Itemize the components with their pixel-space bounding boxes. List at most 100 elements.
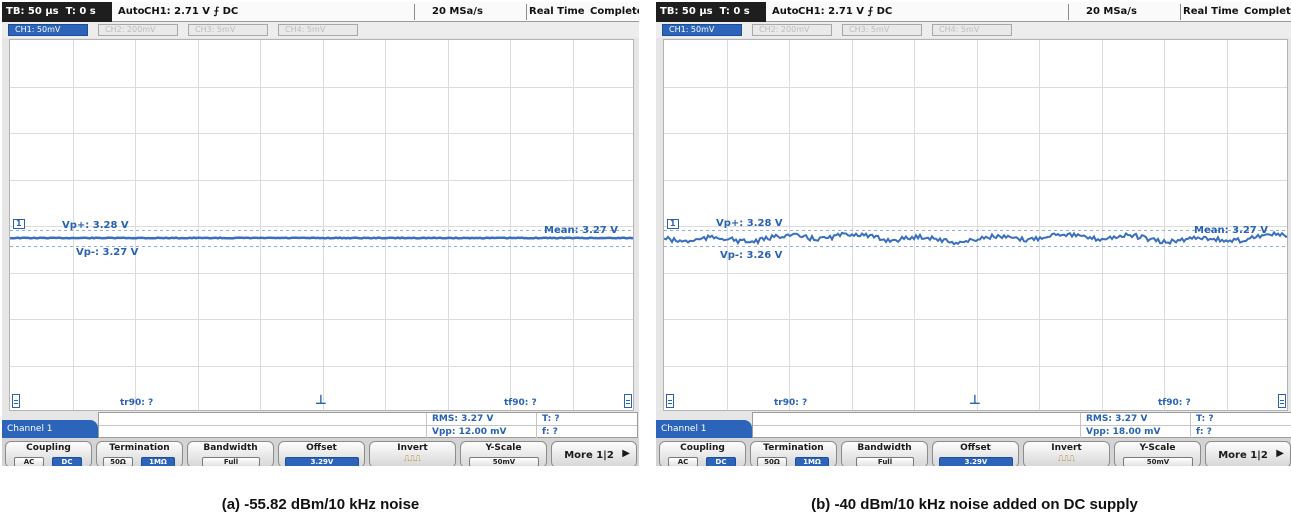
frequency-value: f: ? bbox=[1196, 427, 1212, 437]
offset-label: Offset bbox=[306, 443, 337, 453]
offset-softkey[interactable]: Offset 3.29V bbox=[278, 441, 365, 466]
bandwidth-softkey[interactable]: Bandwidth Full bbox=[841, 441, 928, 466]
channel-1-menu-tab[interactable]: Channel 1 bbox=[656, 420, 752, 438]
channel-tab-ch3[interactable]: CH3: 5mV bbox=[188, 24, 268, 36]
channel-tab-ch1[interactable]: CH1: 50mV bbox=[662, 24, 742, 36]
timebase-readout[interactable]: TB: 50 µs T: 0 s bbox=[656, 2, 766, 22]
right-scroll-icon[interactable] bbox=[624, 394, 632, 408]
timebase: TB: 50 µs bbox=[660, 6, 713, 17]
yscale-label: Y-Scale bbox=[485, 443, 522, 453]
waveform-display[interactable]: 1 Vp+: 3.28 V Vp-: 3.27 V Mean: 3.27 V t… bbox=[9, 39, 634, 411]
meas-divider bbox=[426, 413, 427, 439]
yscale-softkey[interactable]: Y-Scale 50mV bbox=[460, 441, 547, 466]
vp-plus-label: Vp+: 3.28 V bbox=[716, 218, 783, 229]
trigger-info[interactable]: CH1: 2.71 V ⨍ DC bbox=[798, 6, 893, 17]
graticule bbox=[664, 40, 1287, 410]
left-scroll-icon[interactable] bbox=[12, 394, 20, 408]
termination-50ohm-option[interactable]: 50Ω bbox=[757, 457, 787, 466]
termination-softkey[interactable]: Termination 50Ω 1MΩ bbox=[96, 441, 183, 466]
oscilloscope-screen-a: TB: 50 µs T: 0 s Auto CH1: 2.71 V ⨍ DC 2… bbox=[2, 2, 639, 466]
channel-tab-ch4[interactable]: CH4: 5mV bbox=[932, 24, 1012, 36]
tr90-label: tr90: ? bbox=[120, 398, 154, 408]
yscale-softkey[interactable]: Y-Scale 50mV bbox=[1114, 441, 1201, 466]
invert-waveform-icon: ⎍⎍⎍ bbox=[1058, 454, 1075, 463]
offset-softkey[interactable]: Offset 3.29V bbox=[932, 441, 1019, 466]
acquisition-state: Complete bbox=[1244, 6, 1291, 17]
offset-value: 3.29V bbox=[285, 457, 359, 466]
tf90-label: tf90: ? bbox=[1158, 398, 1191, 408]
termination-1mohm-option[interactable]: 1MΩ bbox=[141, 457, 175, 466]
invert-waveform-icon: ⎍⎍⎍ bbox=[404, 454, 421, 463]
trigger-position-icon[interactable]: ⊥ bbox=[315, 393, 327, 408]
offset-value: 3.29V bbox=[939, 457, 1013, 466]
timebase-readout[interactable]: TB: 50 µs T: 0 s bbox=[2, 2, 112, 22]
left-scroll-icon[interactable] bbox=[666, 394, 674, 408]
coupling-label: Coupling bbox=[26, 443, 71, 453]
coupling-ac-option[interactable]: AC bbox=[668, 457, 698, 466]
yscale-value: 50mV bbox=[1123, 457, 1193, 466]
termination-label: Termination bbox=[763, 443, 824, 453]
trigger-position-icon[interactable]: ⊥ bbox=[969, 393, 981, 408]
coupling-dc-option[interactable]: DC bbox=[706, 457, 736, 466]
more-label: More 1|2 bbox=[1218, 450, 1268, 461]
acquisition-mode[interactable]: Real Time bbox=[1183, 6, 1239, 17]
frequency-value: f: ? bbox=[542, 427, 558, 437]
bandwidth-label: Bandwidth bbox=[203, 443, 258, 453]
graticule bbox=[10, 40, 633, 410]
figure-caption-b: (b) -40 dBm/10 kHz noise added on DC sup… bbox=[811, 496, 1138, 513]
channel-1-ground-marker[interactable]: 1 bbox=[13, 219, 25, 229]
more-softkey[interactable]: More 1|2 ▶ bbox=[551, 441, 637, 466]
termination-50ohm-option[interactable]: 50Ω bbox=[103, 457, 133, 466]
time-offset: T: 0 s bbox=[719, 6, 750, 17]
channel-tab-ch2[interactable]: CH2: 200mV bbox=[752, 24, 832, 36]
mean-label: Mean: 3.27 V bbox=[1194, 225, 1268, 236]
vp-minus-label: Vp-: 3.27 V bbox=[76, 247, 139, 258]
channel-tab-ch3[interactable]: CH3: 5mV bbox=[842, 24, 922, 36]
coupling-dc-option[interactable]: DC bbox=[52, 457, 82, 466]
channel-tab-bar: CH1: 50mV CH2: 200mV CH3: 5mV CH4: 5mV bbox=[2, 22, 639, 38]
invert-softkey[interactable]: Invert ⎍⎍⎍ bbox=[1023, 441, 1110, 466]
termination-1mohm-option[interactable]: 1MΩ bbox=[795, 457, 829, 466]
trigger-info[interactable]: CH1: 2.71 V ⨍ DC bbox=[144, 6, 239, 17]
mean-label: Mean: 3.27 V bbox=[544, 225, 618, 236]
figure-caption-a: (a) -55.82 dBm/10 kHz noise bbox=[221, 496, 420, 513]
status-bar: TB: 50 µs T: 0 s Auto CH1: 2.71 V ⨍ DC 2… bbox=[656, 2, 1291, 22]
termination-softkey[interactable]: Termination 50Ω 1MΩ bbox=[750, 441, 837, 466]
chevron-right-icon: ▶ bbox=[1276, 448, 1284, 459]
status-divider bbox=[414, 4, 415, 20]
coupling-ac-option[interactable]: AC bbox=[14, 457, 44, 466]
right-scroll-icon[interactable] bbox=[1278, 394, 1286, 408]
acquisition-mode[interactable]: Real Time bbox=[529, 6, 585, 17]
bandwidth-value: Full bbox=[856, 457, 914, 466]
yscale-value: 50mV bbox=[469, 457, 539, 466]
channel-tab-ch1[interactable]: CH1: 50mV bbox=[8, 24, 88, 36]
time-offset: T: 0 s bbox=[65, 6, 96, 17]
vp-minus-label: Vp-: 3.26 V bbox=[720, 250, 783, 261]
sample-rate: 20 MSa/s bbox=[1086, 6, 1137, 17]
more-label: More 1|2 bbox=[564, 450, 614, 461]
more-softkey[interactable]: More 1|2 ▶ bbox=[1205, 441, 1291, 466]
channel-tab-ch2[interactable]: CH2: 200mV bbox=[98, 24, 178, 36]
vp-plus-label: Vp+: 3.28 V bbox=[62, 220, 129, 231]
status-bar: TB: 50 µs T: 0 s Auto CH1: 2.71 V ⨍ DC 2… bbox=[2, 2, 639, 22]
oscilloscope-screen-b: TB: 50 µs T: 0 s Auto CH1: 2.71 V ⨍ DC 2… bbox=[656, 2, 1291, 466]
waveform-display[interactable]: 1 Vp+: 3.28 V Vp-: 3.26 V Mean: 3.27 V t… bbox=[663, 39, 1288, 411]
invert-label: Invert bbox=[397, 443, 428, 453]
trigger-mode[interactable]: Auto bbox=[118, 6, 145, 17]
coupling-softkey[interactable]: Coupling AC DC bbox=[5, 441, 92, 466]
invert-label: Invert bbox=[1051, 443, 1082, 453]
meas-divider bbox=[1190, 413, 1191, 439]
channel-tab-ch4[interactable]: CH4: 5mV bbox=[278, 24, 358, 36]
meas-divider bbox=[99, 425, 637, 426]
measurement-panel: RMS: 3.27 V Vpp: 12.00 mV T: ? f: ? bbox=[98, 412, 638, 439]
channel-1-ground-marker[interactable]: 1 bbox=[667, 219, 679, 229]
coupling-softkey[interactable]: Coupling AC DC bbox=[659, 441, 746, 466]
softkey-bar: Coupling AC DC Termination 50Ω 1MΩ Bandw… bbox=[656, 438, 1291, 466]
channel-1-menu-tab[interactable]: Channel 1 bbox=[2, 420, 98, 438]
bandwidth-softkey[interactable]: Bandwidth Full bbox=[187, 441, 274, 466]
trigger-mode[interactable]: Auto bbox=[772, 6, 799, 17]
invert-softkey[interactable]: Invert ⎍⎍⎍ bbox=[369, 441, 456, 466]
vpp-value: Vpp: 18.00 mV bbox=[1086, 427, 1161, 437]
sample-rate: 20 MSa/s bbox=[432, 6, 483, 17]
channel-tab-bar: CH1: 50mV CH2: 200mV CH3: 5mV CH4: 5mV bbox=[656, 22, 1291, 38]
